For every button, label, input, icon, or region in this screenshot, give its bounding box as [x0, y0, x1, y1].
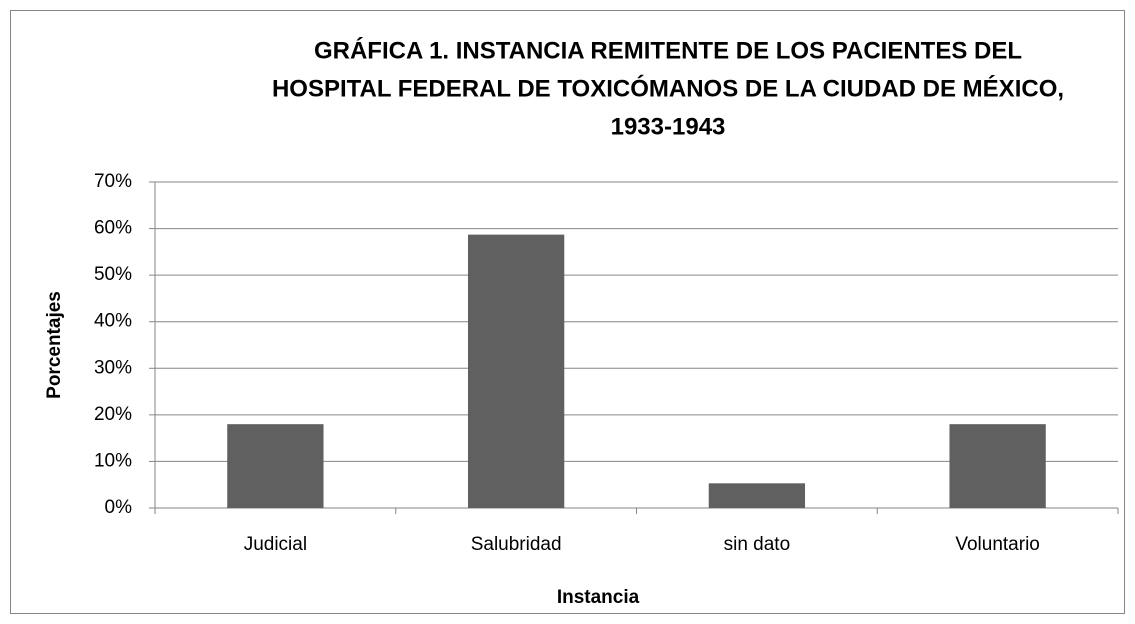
x-tick-label: Voluntario	[955, 534, 1040, 555]
y-tick-label: 60%	[94, 218, 132, 239]
chart-title: 1933-1943	[611, 113, 726, 140]
y-axis-label: Porcentajes	[44, 291, 65, 399]
bar	[227, 424, 324, 508]
bar	[949, 424, 1046, 508]
bar	[467, 234, 565, 508]
chart-border	[10, 10, 1125, 614]
y-tick-label: 70%	[94, 171, 132, 192]
y-tick-label: 40%	[94, 311, 132, 332]
chart-title: GRÁFICA 1. INSTANCIA REMITENTE DE LOS PA…	[314, 36, 1022, 64]
y-tick-label: 10%	[94, 450, 132, 471]
y-tick-label: 30%	[94, 357, 132, 378]
x-tick-label: Salubridad	[471, 534, 562, 555]
y-tick-label: 20%	[94, 404, 132, 425]
x-tick-label: Judicial	[244, 534, 307, 555]
y-tick-label: 50%	[94, 264, 132, 285]
x-axis-label: Instancia	[557, 587, 640, 608]
y-tick-label: 0%	[105, 497, 133, 518]
bar	[708, 483, 806, 508]
x-tick-label: sin dato	[724, 534, 791, 555]
chart-title: HOSPITAL FEDERAL DE TOXICÓMANOS DE LA CI…	[272, 74, 1064, 102]
